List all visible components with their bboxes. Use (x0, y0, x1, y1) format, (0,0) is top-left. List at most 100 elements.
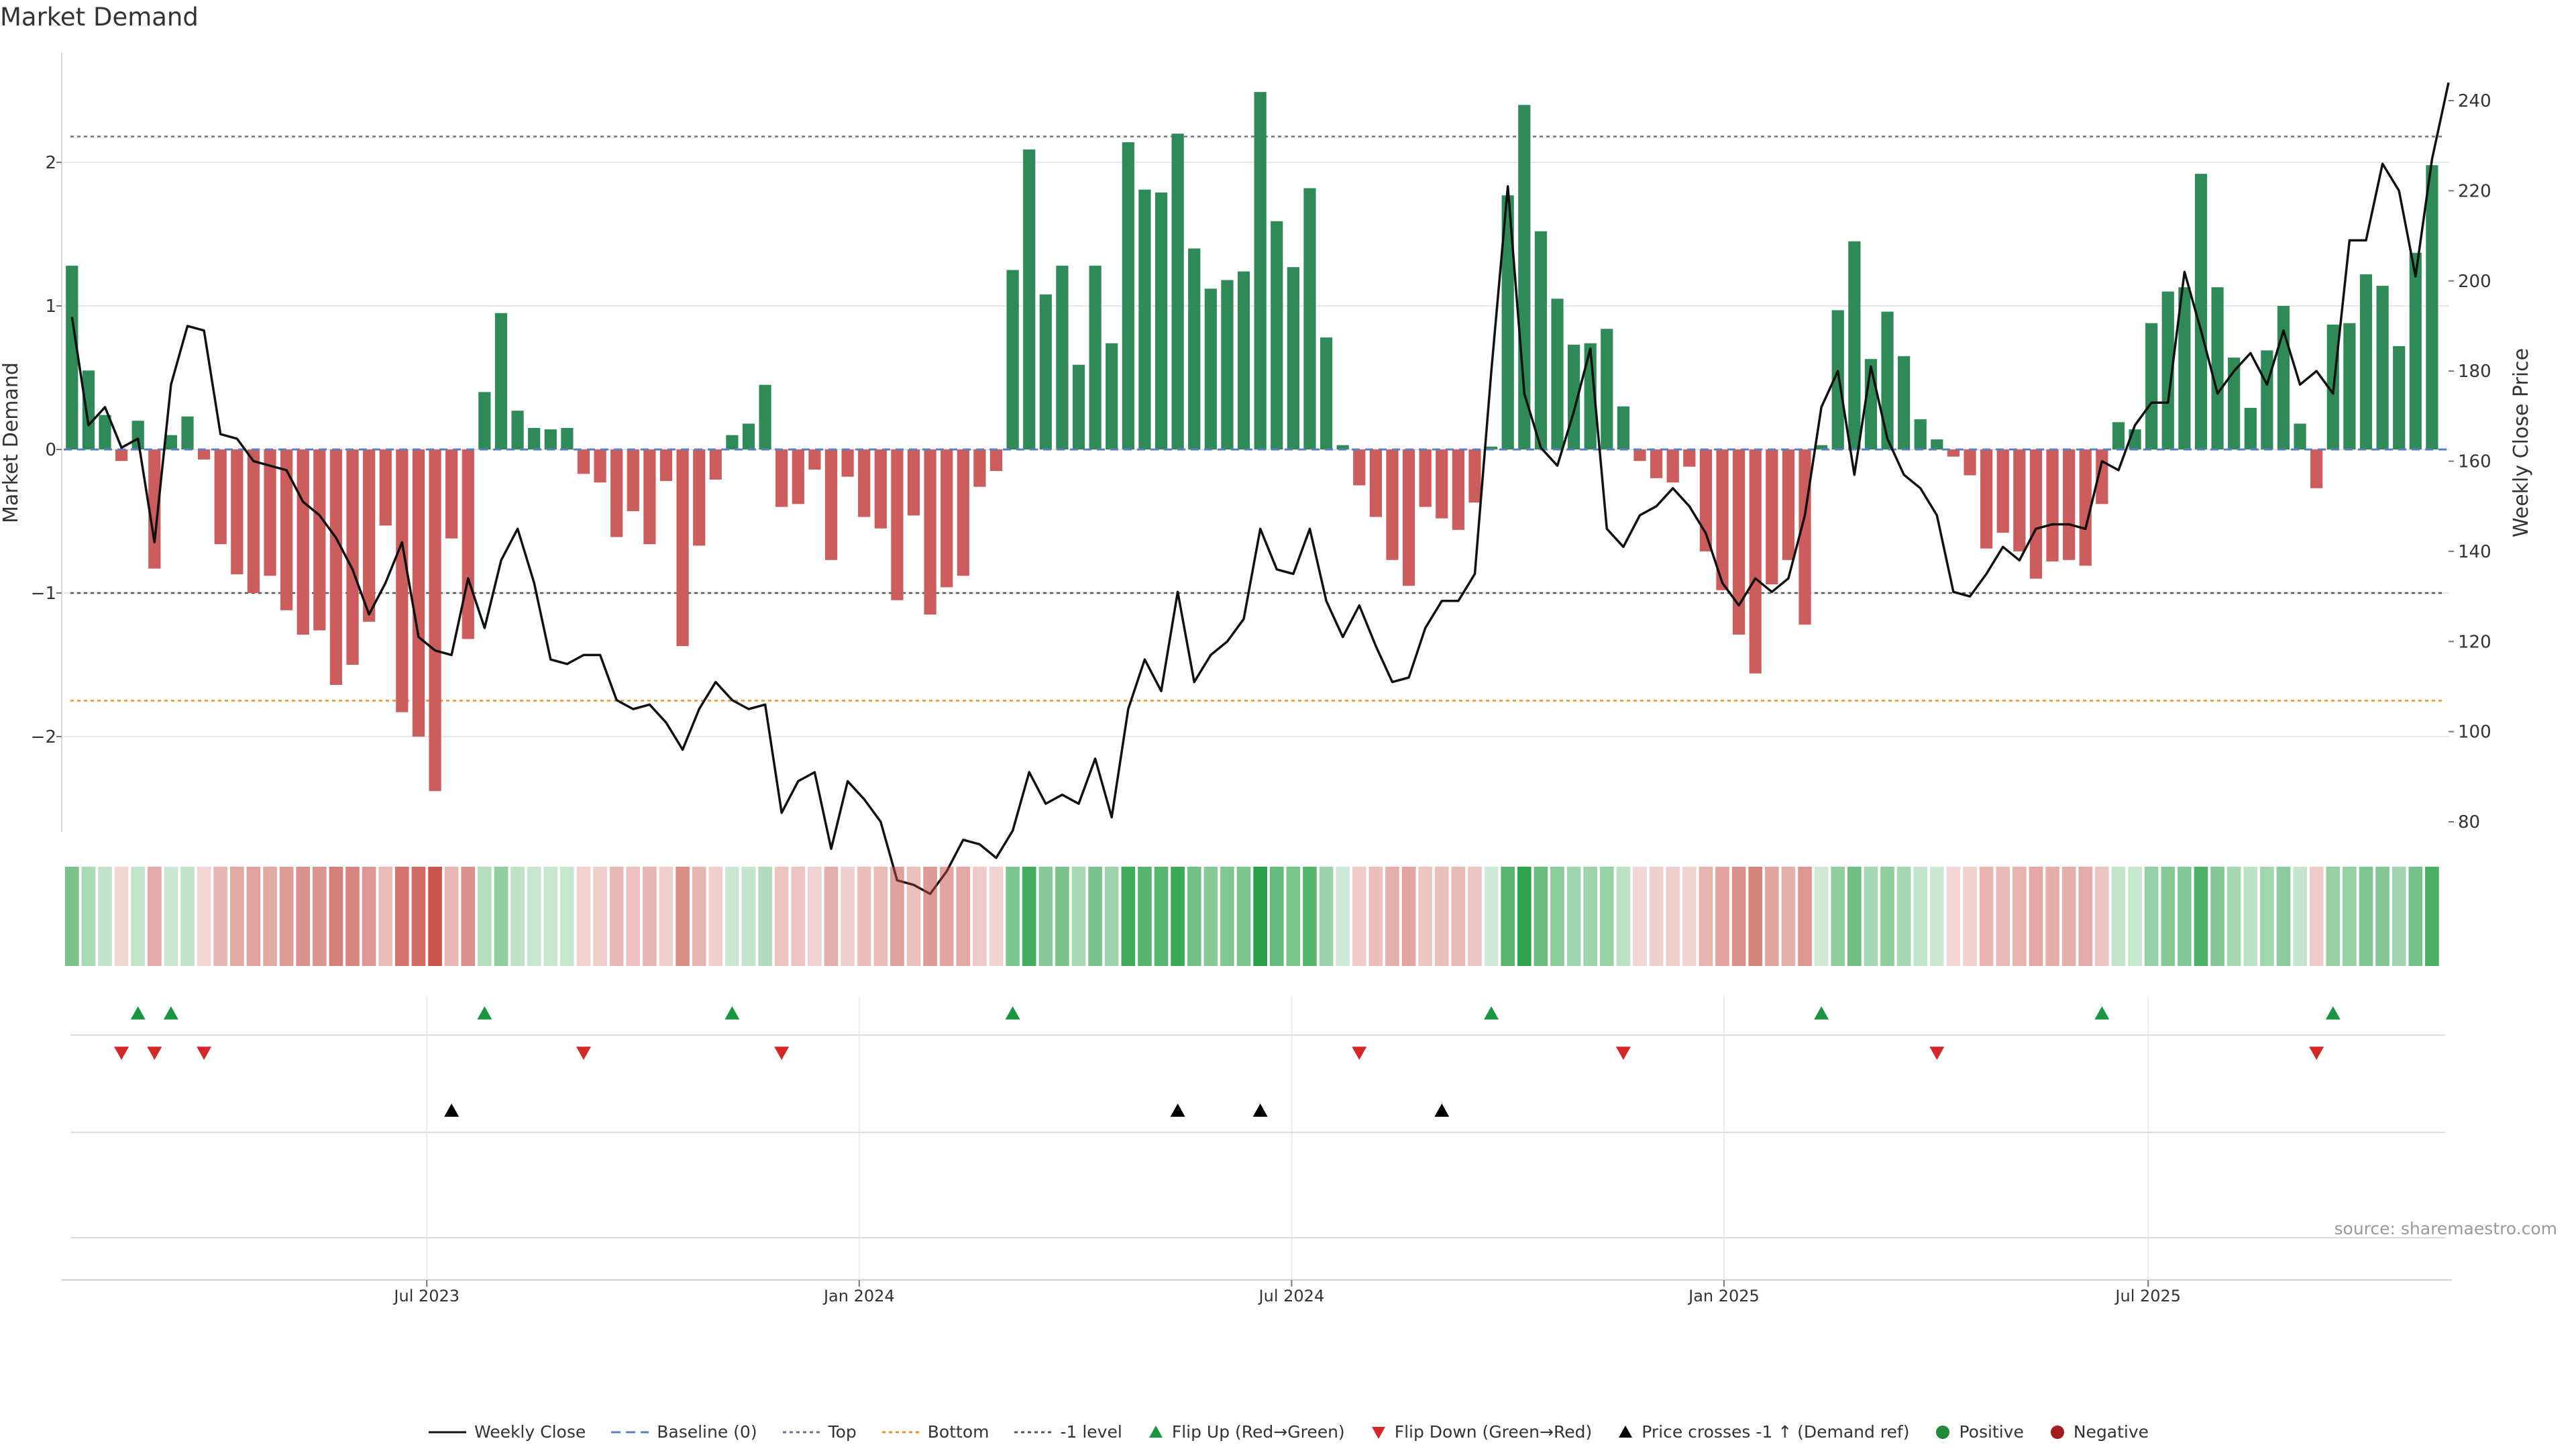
demand-bar (462, 449, 474, 639)
heat-cell (1138, 867, 1152, 966)
heat-cell (609, 867, 624, 966)
legend-item: Top (782, 1422, 857, 1442)
heat-cell (180, 867, 195, 966)
legend-item: Flip Down (Green→Red) (1369, 1422, 1592, 1442)
heat-cell (131, 867, 146, 966)
demand-bar (726, 435, 739, 449)
heat-cell (2359, 867, 2373, 966)
y-tick-label: 0 (45, 440, 56, 460)
legend-label: Price crosses -1 ↑ (Demand ref) (1642, 1422, 1910, 1442)
x-tick-label: Jan 2025 (1687, 1287, 1760, 1305)
heat-cell (758, 867, 772, 966)
heat-cell (2210, 867, 2224, 966)
y2-tick-label: 100 (2458, 722, 2491, 743)
demand-bar (1072, 364, 1085, 449)
demand-bar (1699, 449, 1713, 551)
heat-cell (1566, 867, 1581, 966)
heat-cell (1649, 867, 1664, 966)
heat-cell (791, 867, 806, 966)
heat-cell (1748, 867, 1763, 966)
y2-tick-label: 220 (2458, 181, 2491, 201)
heat-cell (2392, 867, 2406, 966)
demand-bar (1881, 311, 1894, 449)
demand-bar (1271, 221, 1283, 449)
left-y-axis: −2 −1 0 1 2 Market Demand (0, 153, 62, 747)
heat-cell (1731, 867, 1746, 966)
heat-cell (1303, 867, 1317, 966)
demand-bar (66, 266, 78, 449)
heat-cell (824, 867, 839, 966)
heat-cell (2128, 867, 2142, 966)
heat-cell (428, 867, 442, 966)
demand-bar (2079, 449, 2092, 566)
heat-cell (560, 867, 574, 966)
flip-down-marker (197, 1046, 212, 1060)
y-tick-label: −1 (31, 584, 56, 604)
heat-cell (1864, 867, 1878, 966)
demand-bar (2310, 449, 2323, 488)
y2-tick-label: 200 (2458, 272, 2491, 292)
legend-swatch (1148, 1425, 1163, 1438)
y2-tick-label: 140 (2458, 542, 2491, 562)
demand-bar (759, 384, 771, 449)
heat-cell (1633, 867, 1647, 966)
legend-label: Weekly Close (474, 1422, 586, 1442)
heat-cell (1418, 867, 1433, 966)
heat-cell (2375, 867, 2390, 966)
demand-bar (2228, 358, 2241, 449)
heat-cell (1104, 867, 1119, 966)
heat-cell (2012, 867, 2027, 966)
heat-cell (1203, 867, 1218, 966)
demand-bar (1089, 266, 1102, 449)
demand-bar (2244, 407, 2257, 449)
demand-bar (1419, 449, 1432, 507)
demand-bar (280, 449, 293, 610)
demand-bar (1254, 92, 1267, 449)
price-cross-marker (1170, 1104, 1185, 1117)
heat-cell (643, 867, 657, 966)
flip-up-marker (1005, 1006, 1020, 1020)
demand-bar (1188, 248, 1201, 449)
heat-cell (1913, 867, 1928, 966)
legend-label: Bottom (927, 1422, 989, 1442)
demand-bar (379, 449, 392, 526)
demand-bar (1650, 449, 1663, 478)
demand-bar (1386, 449, 1399, 560)
heat-cell (676, 867, 690, 966)
demand-bar (2359, 274, 2373, 449)
heat-cell (543, 867, 558, 966)
demand-bar (1353, 449, 1366, 486)
demand-bar (1617, 406, 1629, 449)
y-tick-label: 2 (45, 153, 56, 173)
heat-cell (1269, 867, 1284, 966)
heat-cell (1468, 867, 1482, 966)
heat-cell (246, 867, 261, 966)
heat-cell (444, 867, 459, 966)
demand-bar (2046, 449, 2059, 561)
heat-cell (1616, 867, 1631, 966)
heat-cell (593, 867, 607, 966)
heat-cell (2243, 867, 2258, 966)
heat-cell (1814, 867, 1829, 966)
legend: Weekly Close Baseline (0) Top Bottom -1 leve… (0, 1422, 2576, 1442)
heat-cell (197, 867, 211, 966)
legend-label: Positive (1959, 1422, 2024, 1442)
demand-bar (2178, 287, 2191, 449)
demand-bar (1799, 449, 1811, 625)
heat-cell (411, 867, 426, 966)
heat-cell (1187, 867, 1201, 966)
heat-cell (1352, 867, 1366, 966)
heat-cell (2276, 867, 2291, 966)
demand-bar (1436, 449, 1448, 519)
demand-bar (2029, 449, 2043, 579)
legend-item: -1 level (1013, 1422, 1122, 1442)
demand-bar (2261, 350, 2273, 449)
legend-item: Weekly Close (427, 1422, 586, 1442)
legend-swatch (1619, 1425, 1633, 1438)
legend-item: Bottom (881, 1422, 989, 1442)
weekly-close-line (70, 82, 2450, 896)
demand-bar (2063, 449, 2076, 560)
demand-bar (709, 449, 722, 480)
heat-cell (1946, 867, 1961, 966)
